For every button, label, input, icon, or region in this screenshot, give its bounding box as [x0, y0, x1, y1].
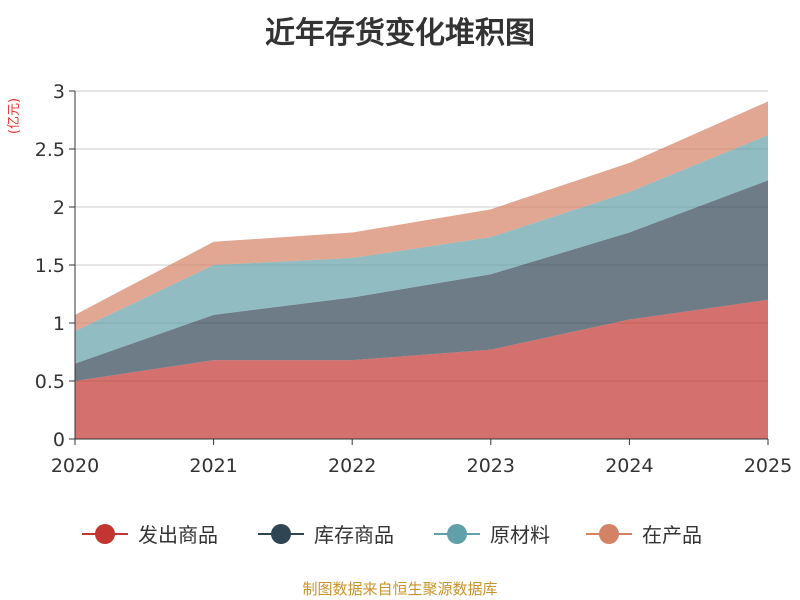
legend-item: 库存商品 [258, 523, 394, 547]
y-tick-label: 0.5 [35, 371, 65, 393]
legend-label: 原材料 [490, 523, 550, 547]
x-tick-label: 2022 [328, 455, 376, 477]
legend-label: 库存商品 [314, 523, 394, 547]
y-tick-label: 0 [53, 429, 65, 451]
x-tick-label: 2023 [467, 455, 515, 477]
legend: 发出商品 库存商品 原材料 在产品 [82, 523, 702, 547]
y-tick-label: 1 [53, 313, 65, 335]
y-tick-label: 1.5 [35, 255, 65, 277]
legend-marker [95, 524, 115, 544]
legend-marker [447, 524, 467, 544]
y-tick-labels: 0 0.5 1 1.5 2 2.5 3 [35, 81, 65, 451]
legend-label: 在产品 [642, 523, 702, 547]
area-series [75, 101, 768, 439]
legend-label: 发出商品 [138, 523, 218, 547]
area-发出商品 [75, 299, 768, 439]
area-原材料 [75, 135, 768, 364]
chart-title: 近年存货变化堆积图 [265, 16, 535, 51]
x-tick-label: 2025 [744, 455, 792, 477]
y-tick-label: 2.5 [35, 139, 65, 161]
y-axis-unit-label: (亿元) [7, 98, 22, 134]
x-tick-label: 2020 [51, 455, 99, 477]
legend-item: 在产品 [586, 523, 702, 547]
x-tick-labels: 2020 2021 2022 2023 2024 2025 [51, 439, 792, 477]
x-tick-label: 2024 [605, 455, 653, 477]
area-库存商品 [75, 180, 768, 381]
legend-item: 发出商品 [82, 523, 218, 547]
legend-marker [599, 524, 619, 544]
legend-item: 原材料 [434, 523, 550, 547]
source-note: 制图数据来自恒生聚源数据库 [302, 580, 498, 598]
legend-marker [271, 524, 291, 544]
x-tick-label: 2021 [189, 455, 237, 477]
y-tick-label: 2 [53, 197, 65, 219]
axes [74, 91, 768, 440]
y-tick-label: 3 [53, 81, 65, 103]
